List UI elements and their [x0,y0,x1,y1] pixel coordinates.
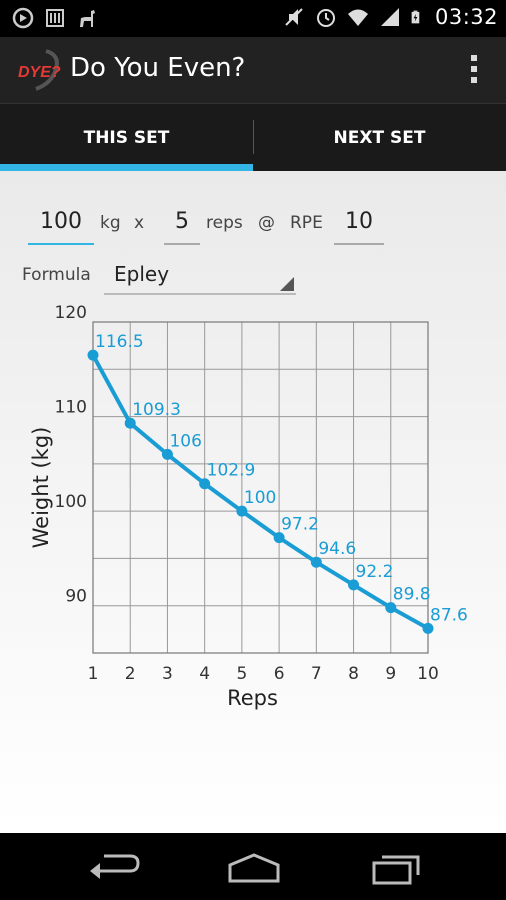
y-axis-label: Weight (kg) [29,427,53,549]
data-point [422,622,434,634]
spinner-arrow-icon [280,277,294,291]
one-rep-max-chart: 90 100 110 120 1 2 3 4 5 6 7 8 9 10 Reps Weight (kg) 116… [29,303,468,710]
x-tick-label: 2 [125,664,136,684]
weight-input[interactable]: 100 [28,205,94,245]
battery-charging-icon [411,10,420,24]
x-tick-label: 6 [274,664,285,684]
x-tick-label: 7 [311,664,322,684]
x-tick-label: 10 [417,664,439,684]
set-input-row: 100 kg x 5 reps @ RPE 10 [0,205,506,245]
data-label: 92.2 [356,562,394,582]
x-tick-label: 9 [385,664,396,684]
plot-frame [92,321,429,654]
data-label: 89.8 [393,585,431,605]
overflow-menu-icon[interactable] [470,55,478,87]
times-label: x [134,213,145,233]
data-label: 116.5 [95,332,144,352]
formula-spinner[interactable]: Epley [104,259,296,295]
data-label: 87.6 [430,605,468,625]
tab-this-set[interactable]: THIS SET [83,128,170,148]
y-tick-label: 120 [55,303,87,323]
data-label: 97.2 [281,515,319,535]
data-label: 94.6 [318,539,356,559]
mute-icon [285,8,303,26]
weight-unit-label: kg [100,213,121,233]
action-bar: DYE? Do You Even? [0,37,506,103]
recent-apps-icon[interactable] [368,851,424,885]
data-point [161,448,173,460]
tab-divider [253,120,254,154]
sync-icon [12,7,34,29]
clock: 03:32 [434,5,498,29]
x-tick-label: 8 [348,664,359,684]
content: 100 kg x 5 reps @ RPE 10 Formula Epley 9… [0,171,506,833]
rpe-input[interactable]: 10 [334,205,384,245]
series-line [91,354,429,631]
tab-indicator [0,164,253,172]
x-tick-label: 5 [236,664,247,684]
status-bar: 03:32 [0,0,506,37]
navigation-bar [0,833,506,900]
data-point [87,349,99,361]
data-label: 109.3 [132,400,181,420]
rpe-label: RPE [290,213,323,233]
y-tick-label: 90 [65,587,87,607]
data-point [236,505,248,517]
barcode-icon [46,9,64,27]
tab-next-set[interactable]: NEXT SET [333,128,426,148]
data-point [124,417,136,429]
reps-label: reps [206,213,243,233]
data-label: 102.9 [207,461,256,481]
y-tick-label: 110 [55,398,87,418]
back-icon[interactable] [86,851,142,885]
home-icon[interactable] [226,851,282,885]
llama-icon [80,10,95,27]
data-point [199,478,211,490]
x-tick-label: 3 [162,664,173,684]
app-title: Do You Even? [70,53,246,83]
formula-value: Epley [114,262,170,286]
reps-input[interactable]: 5 [164,205,200,245]
data-point [385,602,397,614]
logo-text: DYE? [18,64,61,81]
tab-bar: THIS SET NEXT SET [0,103,506,172]
data-label: 106 [169,431,201,451]
formula-label: Formula [22,265,91,285]
y-tick-label: 100 [55,492,87,512]
data-point [273,532,285,544]
alarm-icon [316,9,335,27]
data-point [310,556,322,568]
x-tick-label: 1 [88,664,99,684]
at-label: @ [258,213,275,233]
app-logo[interactable]: DYE? [16,49,64,91]
data-point [348,579,360,591]
data-label: 100 [244,488,276,508]
x-tick-label: 4 [199,664,210,684]
wifi-icon [347,9,368,26]
x-axis-label: Reps [227,686,278,710]
signal-icon [380,8,399,26]
